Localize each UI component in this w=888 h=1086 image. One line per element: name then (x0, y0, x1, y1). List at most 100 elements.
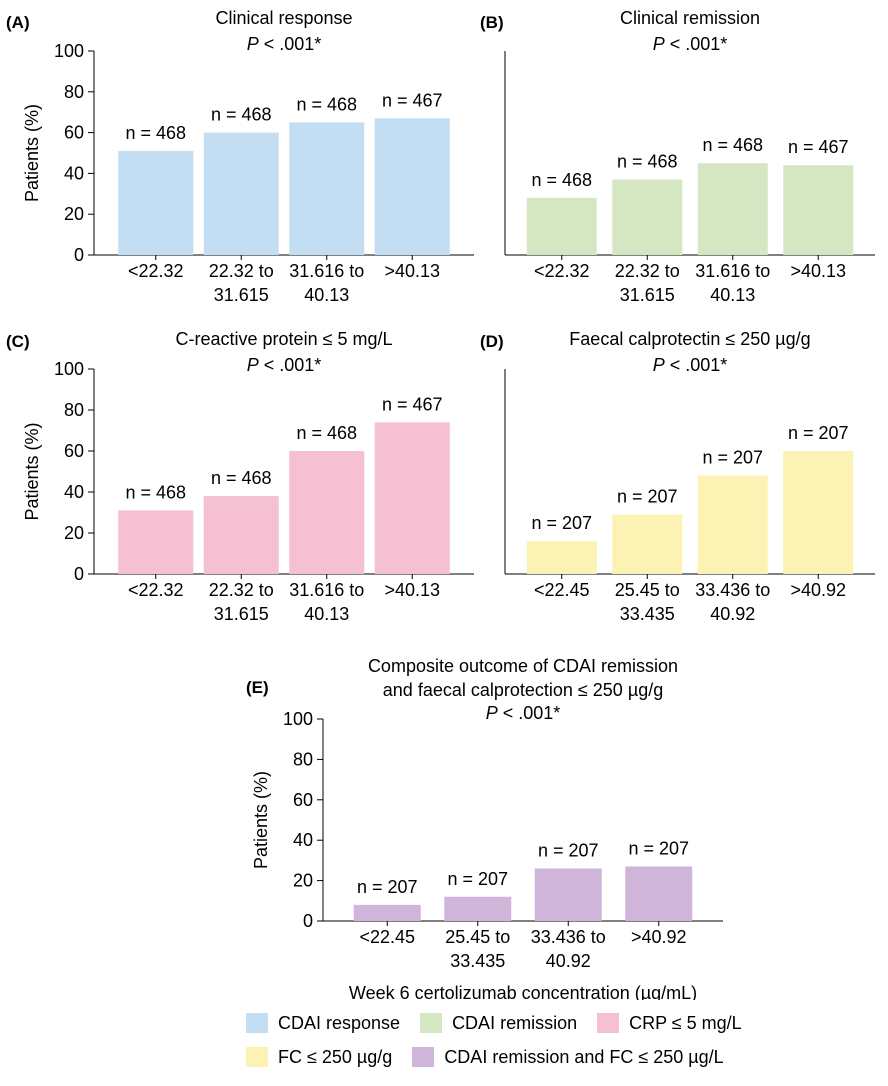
figure-canvas: (A) Clinical response P < .001* 0 20 40 60 80 10… (6, 8, 875, 1000)
bar-data-label: n = 468 (531, 170, 592, 190)
bar (374, 118, 450, 255)
panel-label: (D) (480, 332, 504, 351)
bar-data-label: n = 207 (357, 877, 418, 897)
y-tick-label: 100 (54, 41, 84, 61)
bar-data-label: n = 467 (382, 394, 443, 414)
bar (526, 541, 597, 574)
chart-title: C-reactive protein ≤ 5 mg/L (176, 329, 393, 349)
chart-panel: (E) Composite outcome of CDAI remission an… (246, 656, 723, 1000)
x-tick-label: 22.32 to (209, 261, 274, 281)
x-axis-label: Week 6 certolizumab concentration (µg/mL… (349, 983, 697, 1000)
x-tick-label: 25.45 to (445, 927, 510, 947)
x-tick-label: 31.615 (620, 285, 675, 305)
bar (534, 868, 602, 921)
bar (783, 451, 854, 574)
x-tick-label: 22.32 to (615, 261, 680, 281)
chart-title: Faecal calprotectin ≤ 250 µg/g (569, 329, 810, 349)
bar-data-label: n = 467 (382, 90, 443, 110)
bar (526, 197, 597, 255)
x-tick-label: 31.616 to (695, 261, 770, 281)
panel-label: (A) (6, 13, 30, 32)
bar-data-label: n = 207 (531, 513, 592, 533)
chart-subtitle: P < .001* (247, 355, 322, 375)
bar (697, 475, 768, 574)
x-tick-label: <22.32 (534, 261, 590, 281)
x-tick-label: 33.436 to (531, 927, 606, 947)
bar (444, 896, 512, 921)
y-tick-label: 80 (64, 400, 84, 420)
legend-row-2: FC ≤ 250 µg/g CDAI remission and FC ≤ 25… (246, 1040, 846, 1074)
bar-data-label: n = 207 (617, 487, 678, 507)
legend-item: CDAI remission and FC ≤ 250 µg/L (412, 1046, 724, 1068)
x-tick-label: 31.616 to (289, 261, 364, 281)
x-tick-label: 33.435 (450, 951, 505, 971)
chart-panel: (C) C-reactive protein ≤ 5 mg/L P < .001* 0… (6, 329, 474, 624)
legend-item: CRP ≤ 5 mg/L (597, 1013, 742, 1034)
bar-data-label: n = 468 (211, 105, 272, 125)
x-tick-label: 31.615 (214, 285, 269, 305)
panel-label: (C) (6, 332, 30, 351)
bar (612, 514, 683, 574)
y-tick-label: 20 (64, 523, 84, 543)
legend-item: FC ≤ 250 µg/g (246, 1047, 392, 1068)
y-tick-label: 0 (303, 911, 313, 931)
y-tick-label: 80 (293, 749, 313, 769)
x-tick-label: >40.13 (790, 261, 846, 281)
x-tick-label: >40.13 (384, 580, 440, 600)
x-tick-label: >40.92 (631, 927, 687, 947)
chart-subtitle: P < .001* (653, 355, 728, 375)
bar (697, 163, 768, 255)
y-tick-label: 100 (283, 709, 313, 729)
y-tick-label: 100 (54, 359, 84, 379)
panel-label: (B) (480, 13, 504, 32)
bar (783, 165, 854, 255)
y-tick-label: 20 (293, 871, 313, 891)
bar (625, 866, 693, 921)
chart-subtitle: P < .001* (653, 34, 728, 54)
y-tick-label: 40 (64, 163, 84, 183)
x-tick-label: 40.92 (710, 604, 755, 624)
bar-data-label: n = 207 (538, 840, 599, 860)
bar-data-label: n = 468 (617, 152, 678, 172)
chart-title: Composite outcome of CDAI remission (368, 656, 678, 676)
y-tick-label: 60 (293, 790, 313, 810)
legend-label: FC ≤ 250 µg/g (278, 1046, 393, 1067)
x-tick-label: 40.13 (710, 285, 755, 305)
x-tick-label: <22.32 (128, 580, 184, 600)
bar-data-label: n = 467 (788, 137, 849, 157)
bar (289, 451, 365, 574)
x-tick-label: 40.13 (304, 285, 349, 305)
x-tick-label: 31.616 to (289, 580, 364, 600)
bar (289, 122, 365, 256)
x-tick-label: 33.436 to (695, 580, 770, 600)
legend-swatch-cdai-response (246, 1013, 268, 1033)
legend-label: CDAI response (278, 1012, 401, 1033)
x-tick-label: 31.615 (214, 604, 269, 624)
legend-swatch-composite (412, 1047, 435, 1067)
legend-label: CDAI remission and FC ≤ 250 µg/L (444, 1046, 724, 1067)
legend-swatch-fc (246, 1047, 268, 1067)
chart-panel: (B) Clinical remission P < .001* n = 468 <22… (480, 8, 875, 305)
bar (612, 179, 683, 255)
x-tick-label: <22.45 (534, 580, 590, 600)
x-tick-label: <22.45 (359, 927, 415, 947)
bar-data-label: n = 468 (296, 94, 357, 114)
y-tick-label: 0 (74, 245, 84, 265)
panel-label: (E) (246, 678, 269, 697)
legend: CDAI response CDAI remission CRP ≤ 5 mg/… (246, 1006, 846, 1074)
y-axis-label: Patients (%) (22, 422, 42, 520)
bar-data-label: n = 207 (788, 423, 849, 443)
legend-item: CDAI response (246, 1013, 400, 1034)
y-tick-label: 20 (64, 204, 84, 224)
x-tick-label: >40.13 (384, 261, 440, 281)
bar-data-label: n = 468 (211, 468, 272, 488)
x-tick-label: 22.32 to (209, 580, 274, 600)
legend-item: CDAI remission (420, 1013, 577, 1034)
x-tick-label: 40.13 (304, 604, 349, 624)
chart-subtitle: P < .001* (247, 34, 322, 54)
x-tick-label: >40.92 (790, 580, 846, 600)
legend-label: CDAI remission (452, 1012, 578, 1033)
chart-title: Clinical response (215, 8, 352, 28)
bar-data-label: n = 468 (125, 123, 186, 143)
legend-row-1: CDAI response CDAI remission CRP ≤ 5 mg/… (246, 1006, 846, 1040)
